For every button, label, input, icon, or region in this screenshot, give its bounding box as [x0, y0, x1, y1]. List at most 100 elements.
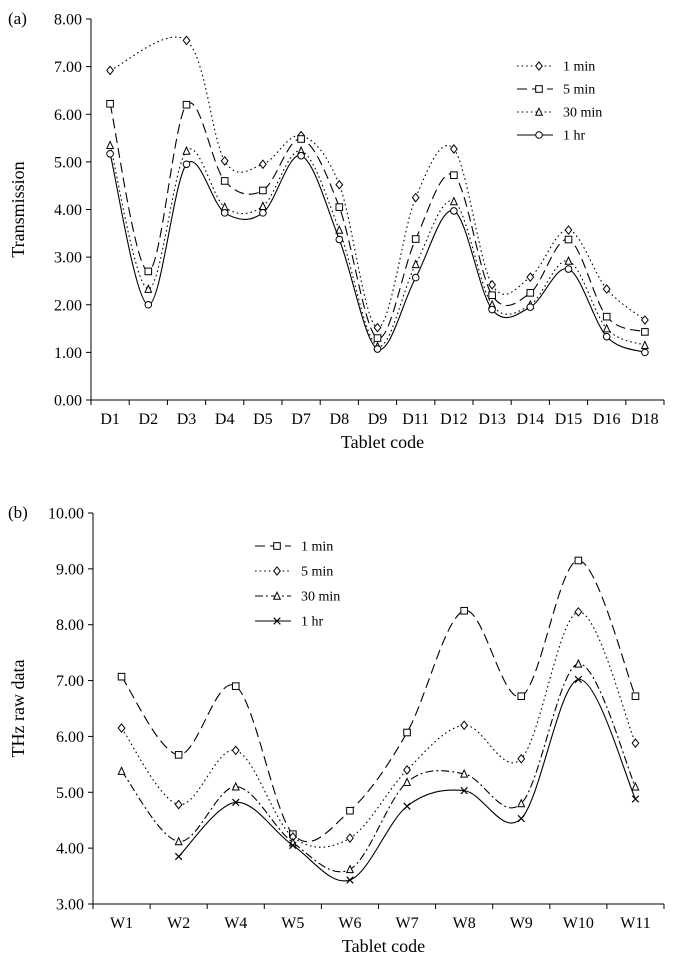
data-point-30-min-w6: [345, 864, 355, 874]
data-point-30-min-d3: [182, 145, 191, 155]
y-tick-label: 2.00: [54, 297, 82, 314]
data-point-5-min-w8: [460, 720, 469, 731]
data-point-1-hr-w6: [346, 876, 354, 884]
series-1-hr: [174, 675, 640, 884]
data-point-5-min-d13: [488, 291, 496, 300]
series-1-min: [117, 556, 640, 843]
data-point-1-hr-d2: [144, 300, 153, 309]
data-point-30-min-w1: [117, 766, 126, 775]
data-point-1-hr-d14: [526, 303, 535, 311]
data-point-5-min-w4: [231, 745, 240, 756]
data-point-1-hr-d18: [641, 348, 649, 357]
legend-entry-30-min: 30 min: [255, 590, 340, 605]
data-point-5-min-w11: [631, 738, 640, 749]
data-point-5-min-d7: [297, 135, 305, 143]
data-point-5-min-d11: [411, 235, 420, 243]
y-tick-label: 6.00: [56, 729, 84, 746]
x-tick-label-d1: D1: [100, 411, 120, 428]
legend-marker: [534, 107, 544, 116]
data-point-5-min-d16: [602, 312, 611, 321]
data-point-5-min-d18: [641, 328, 649, 336]
legend-entry-5-min: 5 min: [517, 83, 595, 98]
data-point-1-min-d13: [488, 279, 497, 290]
x-tick-label-w2: W2: [167, 915, 190, 932]
legend-label: 30 min: [563, 106, 602, 121]
y-tick-label: 4.00: [56, 841, 84, 858]
panel-label-a: (a): [8, 9, 27, 28]
legend-label: 5 min: [563, 83, 595, 98]
y-tick-label: 7.00: [56, 673, 84, 690]
legend-marker: [535, 131, 543, 139]
data-point-1-hr-w5: [289, 841, 297, 850]
legend-marker: [273, 542, 281, 550]
y-tick-label: 1.00: [54, 345, 82, 362]
data-point-1-hr-d4: [220, 209, 229, 217]
x-axis-title: Tablet code: [341, 432, 424, 452]
data-point-1-min-w1: [117, 672, 126, 681]
series-30-min: [106, 140, 649, 350]
data-point-1-min-d4: [220, 156, 229, 166]
y-tick-label: 3.00: [54, 250, 82, 267]
data-point-1-min-d15: [564, 225, 573, 235]
legend-entry-30-min: 30 min: [517, 106, 602, 121]
legend-marker: [273, 617, 281, 625]
data-point-1-hr-d1: [106, 149, 114, 158]
data-point-1-hr-w2: [174, 852, 183, 861]
data-point-30-min-w2: [174, 836, 183, 846]
legend-label: 1 hr: [301, 615, 324, 630]
data-point-5-min-d8: [335, 203, 344, 211]
x-tick-label-d11: D11: [402, 411, 429, 428]
data-point-1-min-w11: [631, 692, 640, 701]
data-point-1-hr-d15: [564, 265, 573, 273]
data-point-30-min-w7: [402, 777, 412, 787]
data-point-1-min-w4: [231, 682, 240, 690]
data-point-5-min-d12: [450, 171, 458, 180]
x-tick-label-w6: W6: [338, 915, 361, 932]
data-point-1-hr-d5: [259, 209, 267, 217]
data-point-1-hr-d9: [373, 345, 382, 353]
data-point-1-hr-d16: [602, 332, 611, 341]
x-tick-label-d7: D7: [291, 411, 311, 428]
x-tick-label-w1: W1: [110, 915, 133, 932]
data-point-1-min-d11: [411, 192, 420, 203]
data-point-1-hr-w11: [631, 795, 640, 803]
x-tick-label-d13: D13: [478, 411, 506, 428]
x-tick-label-d12: D12: [440, 411, 468, 428]
y-tick-label: 5.00: [54, 154, 82, 171]
y-tick-label: 0.00: [54, 393, 82, 410]
data-point-1-min-d1: [106, 65, 115, 76]
legend-marker: [535, 85, 543, 93]
series-line-30-min: [109, 145, 646, 347]
data-point-30-min-d18: [640, 340, 649, 350]
data-point-5-min-d14: [526, 289, 535, 297]
data-point-5-min-w6: [346, 833, 354, 843]
x-axis-title: Tablet code: [342, 936, 425, 956]
data-point-1-hr-d11: [411, 273, 420, 282]
data-point-1-min-d5: [258, 159, 267, 170]
series-line-1-hr: [109, 153, 646, 353]
data-point-5-min-d4: [220, 177, 229, 185]
legend: 1 min 5 min 30 min 1 hr: [255, 540, 340, 630]
y-tick-label: 6.00: [54, 107, 82, 124]
x-tick-label-w11: W11: [620, 915, 651, 932]
data-point-1-hr-w10: [574, 675, 583, 684]
data-point-1-hr-d12: [450, 207, 458, 215]
x-tick-label-w9: W9: [510, 915, 533, 932]
y-tick-label: 4.00: [54, 202, 82, 219]
x-tick-label-d4: D4: [215, 411, 235, 428]
series-30-min: [117, 658, 640, 874]
y-tick-label: 3.00: [56, 897, 84, 914]
legend-marker: [272, 591, 282, 600]
data-point-1-hr-d13: [488, 305, 496, 314]
legend-entry-1-hr: 1 hr: [517, 129, 586, 144]
series-1-min: [106, 35, 649, 333]
y-tick-label: 10.00: [48, 506, 84, 523]
y-tick-label: 8.00: [56, 617, 84, 634]
x-tick-label-w5: W5: [281, 915, 304, 932]
data-point-30-min-d5: [258, 201, 267, 210]
panel-label-b: (b): [8, 503, 28, 522]
x-tick-label-d3: D3: [177, 411, 197, 428]
x-tick-label-w7: W7: [395, 915, 418, 932]
data-point-1-min-d9: [373, 322, 382, 333]
x-tick-label-d5: D5: [253, 411, 273, 428]
